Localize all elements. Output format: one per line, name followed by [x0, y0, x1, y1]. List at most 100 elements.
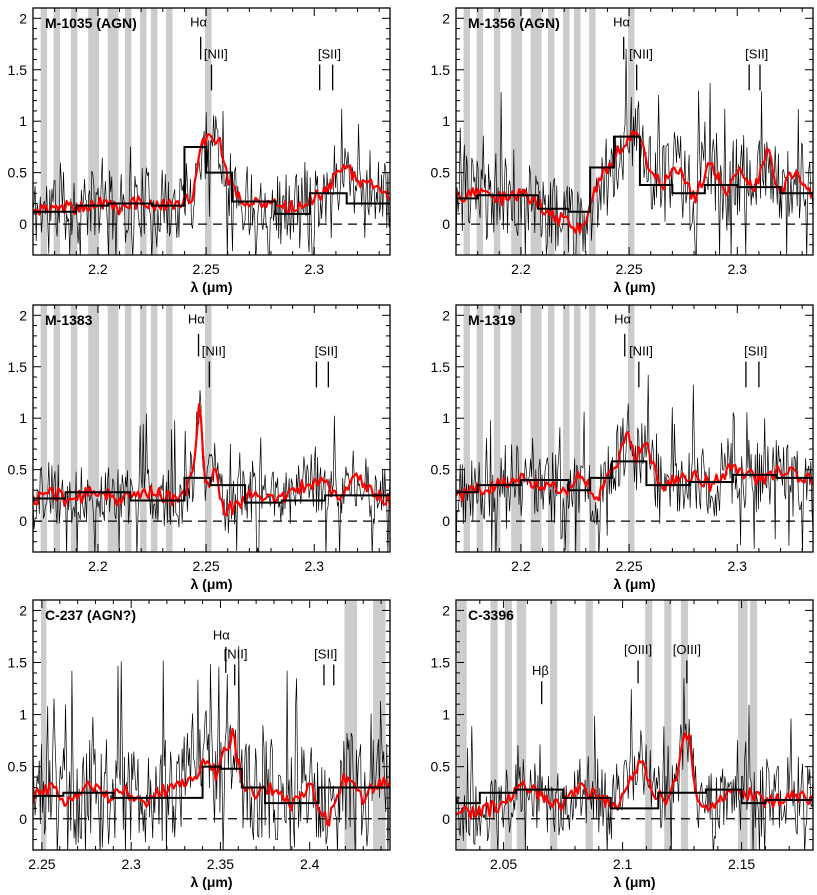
sky-band [585, 600, 593, 850]
line-label: Hα [188, 312, 205, 327]
line-label: Hα [613, 15, 630, 30]
y-tick-label: 0.5 [431, 165, 451, 181]
y-tick-label: 1 [19, 113, 27, 129]
x-tick-label: 2.25 [615, 558, 642, 574]
sky-band [476, 305, 484, 552]
sky-band [493, 8, 501, 255]
x-axis-label: λ (μm) [613, 279, 655, 295]
y-tick-label: 1 [442, 410, 450, 426]
sky-band [124, 8, 132, 255]
panel-2: Hα [NII] [SII] 2.2 2.25 2.3 0 0.5 1 1.5 2 λ (μm) M-1… [431, 7, 814, 295]
sky-band [166, 305, 173, 552]
sky-band [140, 8, 147, 255]
line-label: [SII] [315, 343, 338, 358]
panel-title: M-1356 (AGN) [468, 15, 560, 31]
sky-band [107, 305, 119, 552]
binned-spectrum [33, 765, 390, 805]
raw-spectrum [456, 678, 813, 850]
x-tick-label: 2.4 [300, 856, 320, 872]
sky-band [476, 8, 484, 255]
sky-band [463, 8, 471, 255]
line-label: Hα [614, 312, 631, 327]
x-tick-label: 2.3 [121, 856, 141, 872]
sky-band [166, 8, 173, 255]
raw-spectrum [456, 374, 813, 552]
line-label: [NII] [202, 343, 226, 358]
x-tick-label: 2.25 [615, 261, 642, 277]
smoothed-spectrum [33, 727, 390, 827]
sky-band [628, 305, 635, 552]
y-tick-label: 2 [442, 307, 450, 323]
y-tick-label: 1.5 [431, 359, 451, 375]
y-tick-label: 0.5 [431, 759, 451, 775]
line-label: Hα [190, 15, 207, 30]
line-label: [SII] [745, 46, 768, 61]
sky-band [70, 305, 78, 552]
panel-1: Hα [NII] [SII] 2.2 2.25 2.3 0 0.5 1 1.5 2 λ (μm) M-1… [8, 7, 391, 295]
sky-band [463, 305, 471, 552]
sky-band [516, 600, 527, 850]
panel-title: C-237 (AGN?) [45, 607, 136, 623]
x-tick-label: 2.2 [88, 261, 108, 277]
sky-band [88, 305, 99, 552]
line-label: [NII] [224, 646, 248, 661]
panel-title: C-3396 [468, 607, 514, 623]
x-tick-label: 2.3 [305, 261, 325, 277]
x-tick-label: 2.2 [511, 261, 531, 277]
line-label: [SII] [318, 46, 341, 61]
sky-band [53, 305, 61, 552]
y-tick-label: 2 [19, 307, 27, 323]
y-tick-label: 1 [19, 707, 27, 723]
x-tick-label: 2.3 [728, 261, 748, 277]
sky-band [738, 600, 748, 850]
y-tick-label: 1.5 [431, 62, 451, 78]
sky-band [457, 600, 467, 850]
panel-3: Hα [NII] [SII] 2.2 2.25 2.3 0 0.5 1 1.5 2 λ (μm) M-1… [8, 304, 391, 592]
sky-band [511, 305, 522, 552]
line-label: Hβ [532, 663, 549, 678]
smoothed-spectrum [456, 130, 813, 234]
sky-band [563, 305, 570, 552]
sky-band [150, 8, 158, 255]
sky-band [573, 8, 581, 255]
line-label: Hα [213, 628, 230, 643]
sky-band [664, 600, 672, 850]
x-axis-label: λ (μm) [190, 279, 232, 295]
sky-band [547, 8, 555, 255]
sky-band [53, 8, 61, 255]
sky-band [41, 600, 47, 850]
y-tick-label: 0.5 [431, 462, 451, 478]
binned-spectrum [456, 788, 813, 810]
panel-4: Hα [NII] [SII] 2.2 2.25 2.3 0 0.5 1 1.5 2 λ (μm) M-1… [431, 304, 814, 592]
sky-band [573, 305, 581, 552]
panel-title: M-1319 [468, 312, 516, 328]
y-tick-label: 1 [442, 707, 450, 723]
y-tick-label: 1.5 [8, 655, 28, 671]
x-tick-label: 2.05 [490, 856, 517, 872]
y-tick-label: 1.5 [431, 655, 451, 671]
y-tick-label: 0.5 [8, 759, 28, 775]
line-label: [OIII] [624, 642, 652, 657]
y-tick-label: 0 [442, 216, 450, 232]
sky-band [550, 600, 558, 850]
sky-band [150, 305, 158, 552]
x-tick-label: 2.25 [192, 558, 219, 574]
x-tick-label: 2.1 [613, 856, 633, 872]
y-tick-label: 2 [442, 10, 450, 26]
sky-band [70, 8, 78, 255]
line-label: [OIII] [673, 642, 701, 657]
line-label: [NII] [629, 46, 653, 61]
y-tick-label: 2 [19, 10, 27, 26]
sky-band [530, 305, 542, 552]
y-tick-label: 1 [442, 113, 450, 129]
sky-band [107, 8, 119, 255]
sky-band [504, 600, 512, 850]
panel-6: Hβ [OIII] [OIII] 2.05 2.1 2.15 0 0.5 1 1.5 2 λ (μm)… [431, 599, 814, 890]
y-tick-label: 0 [19, 216, 27, 232]
x-tick-label: 2.2 [511, 558, 531, 574]
smoothed-spectrum [33, 133, 390, 216]
sky-band [563, 8, 570, 255]
sky-band [493, 305, 501, 552]
sky-band [589, 8, 596, 255]
